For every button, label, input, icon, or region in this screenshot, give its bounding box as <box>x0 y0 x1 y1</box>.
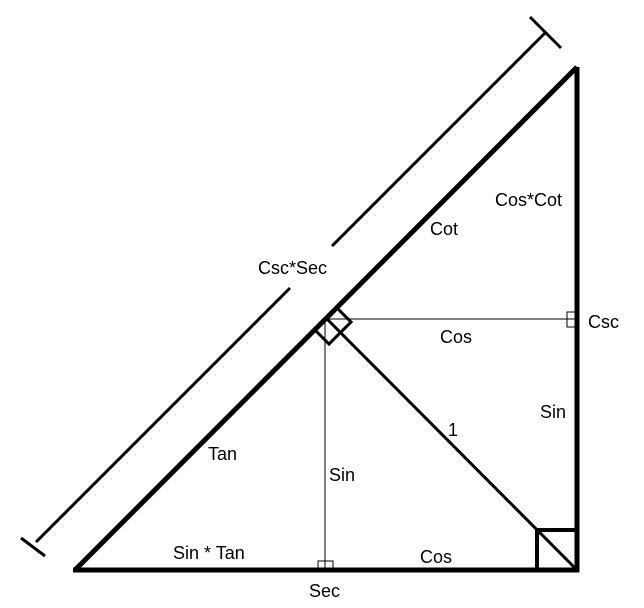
label-cos-lower: Cos <box>420 547 452 567</box>
label-csc-sec: Csc*Sec <box>258 258 327 278</box>
right-angle-marker-csc <box>566 311 578 328</box>
label-csc: Csc <box>588 312 619 332</box>
label-sin-right: Sin <box>540 402 566 422</box>
dimension-line-upper <box>330 31 547 248</box>
label-cos-cot: Cos*Cot <box>495 190 562 210</box>
label-sin-tan: Sin * Tan <box>173 543 245 563</box>
label-tan: Tan <box>208 444 237 464</box>
label-cos-upper: Cos <box>440 327 472 347</box>
label-sin-altitude: Sin <box>329 465 355 485</box>
label-cot: Cot <box>430 219 458 239</box>
right-angle-marker-sec <box>317 560 334 571</box>
label-sec: Sec <box>309 581 340 601</box>
label-one: 1 <box>448 420 458 440</box>
dimension-line-lower <box>34 286 292 544</box>
corner-right-angle-marker <box>535 528 579 572</box>
right-angle-marker-diamond <box>312 305 354 347</box>
dimension-tick-top <box>528 15 563 50</box>
dimension-tick-bottom <box>20 536 46 558</box>
unit-diagonal-line <box>325 317 579 572</box>
